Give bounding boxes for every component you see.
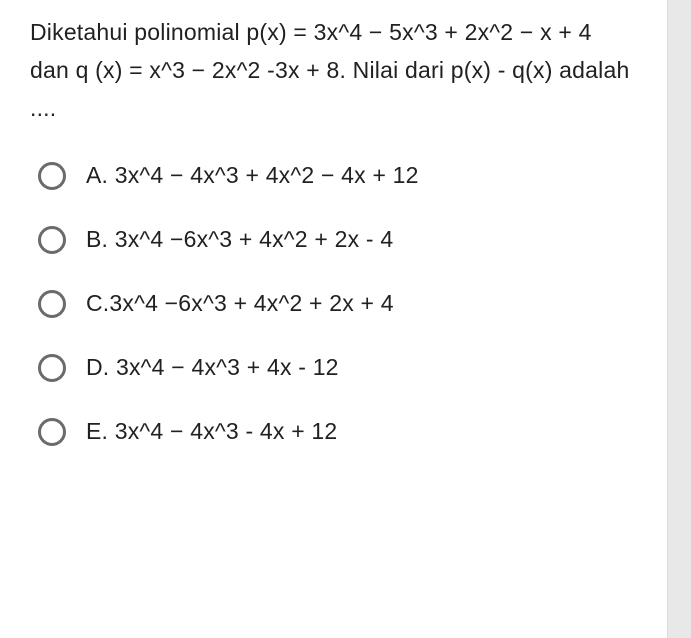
option-e[interactable]: E. 3x^4 − 4x^3 - 4x + 12 <box>38 418 637 446</box>
radio-icon[interactable] <box>38 290 66 318</box>
option-label: B. 3x^4 −6x^3 + 4x^2 + 2x - 4 <box>86 226 393 253</box>
option-label: C.3x^4 −6x^3 + 4x^2 + 2x + 4 <box>86 290 394 317</box>
option-label: D. 3x^4 − 4x^3 + 4x - 12 <box>86 354 339 381</box>
radio-icon[interactable] <box>38 226 66 254</box>
option-b[interactable]: B. 3x^4 −6x^3 + 4x^2 + 2x - 4 <box>38 226 637 254</box>
question-text: Diketahui polinomial p(x) = 3x^4 − 5x^3 … <box>30 14 637 128</box>
option-c[interactable]: C.3x^4 −6x^3 + 4x^2 + 2x + 4 <box>38 290 637 318</box>
question-card: Diketahui polinomial p(x) = 3x^4 − 5x^3 … <box>0 0 668 638</box>
option-label: A. 3x^4 − 4x^3 + 4x^2 − 4x + 12 <box>86 162 419 189</box>
option-d[interactable]: D. 3x^4 − 4x^3 + 4x - 12 <box>38 354 637 382</box>
option-a[interactable]: A. 3x^4 − 4x^3 + 4x^2 − 4x + 12 <box>38 162 637 190</box>
option-label: E. 3x^4 − 4x^3 - 4x + 12 <box>86 418 337 445</box>
radio-icon[interactable] <box>38 162 66 190</box>
radio-icon[interactable] <box>38 418 66 446</box>
radio-icon[interactable] <box>38 354 66 382</box>
options-list: A. 3x^4 − 4x^3 + 4x^2 − 4x + 12 B. 3x^4 … <box>30 162 637 446</box>
